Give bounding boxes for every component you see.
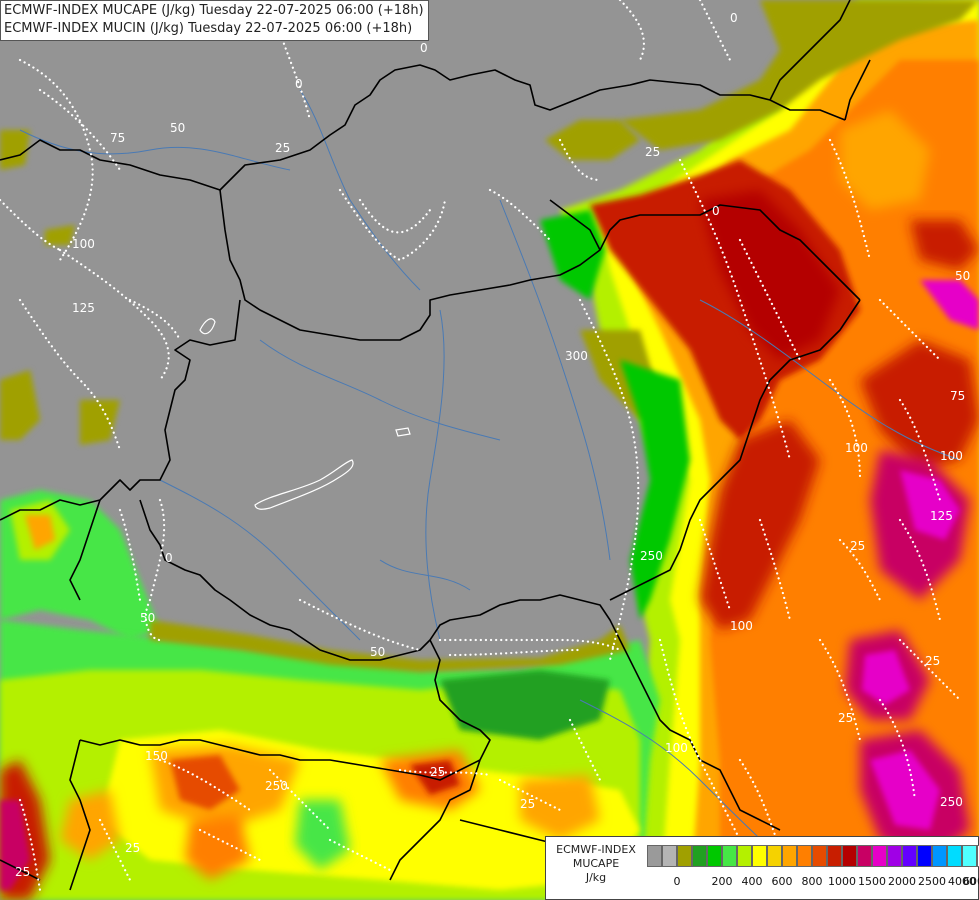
contour-label-300: 300 [565, 349, 588, 363]
legend-swatch-0 [647, 845, 662, 867]
legend-tick-2: 400 [741, 875, 763, 888]
contour-label-25b: 25 [645, 145, 660, 159]
contour-label-125a: 125 [72, 301, 95, 315]
contour-label-100a: 100 [72, 237, 95, 251]
contour-label-25c: 25 [850, 539, 865, 553]
legend-label-model: ECMWF-INDEX [556, 843, 636, 856]
legend-tick-7: 2000 [888, 875, 916, 888]
lakes [199, 318, 411, 510]
legend-swatch-12 [827, 845, 842, 867]
contour-label-100d: 100 [730, 619, 753, 633]
legend-swatch-11 [812, 845, 827, 867]
legend-swatch-5 [722, 845, 737, 867]
legend-swatch-6 [737, 845, 752, 867]
contour-label-150: 150 [145, 749, 168, 763]
legend-tick-5: 1000 [828, 875, 856, 888]
legend-swatch-7 [752, 845, 767, 867]
legend-label: ECMWF-INDEX MUCAPE J/kg [546, 843, 646, 885]
legend-swatch-4 [707, 845, 722, 867]
contour-label-25d: 25 [925, 654, 940, 668]
legend-swatch-9 [782, 845, 797, 867]
legend-swatch-14 [857, 845, 872, 867]
legend-swatch-17 [902, 845, 917, 867]
contour-label-250c: 250 [940, 795, 963, 809]
legend-swatch-10 [797, 845, 812, 867]
contour-label-25a: 25 [275, 141, 290, 155]
contour-label-100e: 100 [665, 741, 688, 755]
legend-swatch-3 [692, 845, 707, 867]
legend-tick-10: 6000 [963, 875, 979, 888]
legend-tick-9: 4000 [948, 875, 976, 888]
legend-tick-0: 0 [673, 875, 681, 888]
color-legend: ECMWF-INDEX MUCAPE J/kg 0 200 400 600 800 100… [545, 836, 979, 900]
legend-tick-1: 200 [711, 875, 733, 888]
contour-label-0a: 0 [730, 11, 738, 25]
contour-label-0c: 0 [420, 41, 428, 55]
contour-label-25i: 25 [15, 865, 30, 879]
contour-label-250b: 250 [265, 779, 288, 793]
mucin-contour-labels: 0 0 0 50 75 25 25 100 125 0 50 300 75 10… [15, 11, 970, 879]
legend-swatch-16 [887, 845, 902, 867]
legend-ticks: 0 200 400 600 800 100015002000250040006000 [647, 875, 979, 891]
legend-swatch-2 [677, 845, 692, 867]
legend-tick-8: 2500 [918, 875, 946, 888]
legend-swatch-18 [917, 845, 932, 867]
legend-swatch-19 [932, 845, 947, 867]
title-line-mucape: ECMWF-INDEX MUCAPE (J/kg) Tuesday 22-07-… [4, 3, 424, 18]
legend-swatch-1 [662, 845, 677, 867]
country-borders [0, 0, 871, 891]
contour-label-25h: 25 [125, 841, 140, 855]
contour-label-250a: 250 [640, 549, 663, 563]
contour-label-100b: 100 [845, 441, 868, 455]
legend-swatch-22 [977, 845, 979, 867]
contour-label-75a: 75 [110, 131, 125, 145]
legend-swatch-21 [962, 845, 977, 867]
map-title: ECMWF-INDEX MUCAPE (J/kg) Tuesday 22-07-… [0, 0, 429, 41]
contour-label-25e: 25 [838, 711, 853, 725]
contour-label-75b: 75 [950, 389, 965, 403]
legend-label-variable: MUCAPE [572, 857, 620, 870]
contour-label-50c: 50 [140, 611, 155, 625]
legend-swatch-15 [872, 845, 887, 867]
legend-swatches [647, 845, 979, 867]
contour-label-0e: 0 [165, 551, 173, 565]
contour-label-0b: 0 [295, 77, 303, 91]
legend-label-unit: J/kg [585, 871, 607, 884]
contour-label-100c: 100 [940, 449, 963, 463]
contour-label-50b: 50 [955, 269, 970, 283]
contour-label-50a: 50 [170, 121, 185, 135]
contour-label-0d: 0 [712, 204, 720, 218]
legend-swatch-8 [767, 845, 782, 867]
legend-swatch-13 [842, 845, 857, 867]
title-line-mucin: ECMWF-INDEX MUCIN (J/kg) Tuesday 22-07-2… [4, 21, 413, 36]
contour-label-25f: 25 [430, 765, 445, 779]
mucin-contours [0, 0, 962, 892]
contour-label-125b: 125 [930, 509, 953, 523]
legend-swatch-20 [947, 845, 962, 867]
legend-tick-4: 800 [801, 875, 823, 888]
contour-label-25g: 25 [520, 797, 535, 811]
contour-label-50d: 50 [370, 645, 385, 659]
legend-tick-6: 1500 [858, 875, 886, 888]
legend-tick-3: 600 [771, 875, 793, 888]
